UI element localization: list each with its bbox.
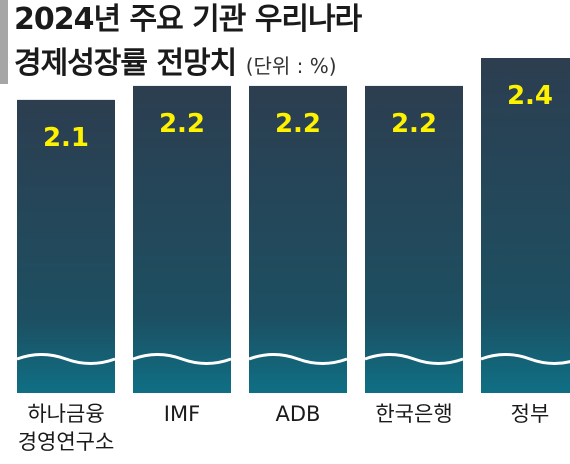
title-accent-bar xyxy=(0,0,8,84)
value-label-0: 2.1 xyxy=(43,123,89,153)
value-label-2: 2.2 xyxy=(275,109,321,139)
category-label-1: IMF xyxy=(164,402,200,426)
bar-wave-2 xyxy=(248,353,348,365)
chart-title-line2-text: 경제성장률 전망치 xyxy=(14,46,237,81)
bar-3 xyxy=(365,85,463,394)
bar-1 xyxy=(133,85,231,394)
chart-title-line1: 2024년 주요 기관 우리나라 xyxy=(14,2,362,37)
category-label-0: 하나금융 xyxy=(27,402,104,426)
category-label-3: 한국은행 xyxy=(375,402,452,426)
bar-wave-3 xyxy=(364,353,464,365)
value-label-1: 2.2 xyxy=(159,109,205,139)
bar-wave-4 xyxy=(480,353,570,365)
bar-wave-1 xyxy=(132,353,232,365)
bar-0 xyxy=(17,99,115,393)
bar-wave-0 xyxy=(16,353,116,365)
category-label-2: ADB xyxy=(276,402,321,426)
bar-2 xyxy=(249,85,347,394)
value-label-3: 2.2 xyxy=(391,109,437,139)
bar-4 xyxy=(481,58,570,393)
category-label-0-line2: 경영연구소 xyxy=(18,430,115,454)
chart-title-line2: 경제성장률 전망치 (단위 : %) xyxy=(14,44,337,86)
unit-label: (단위 : %) xyxy=(245,54,337,78)
value-label-4: 2.4 xyxy=(507,81,553,111)
category-label-4: 정부 xyxy=(511,402,550,426)
